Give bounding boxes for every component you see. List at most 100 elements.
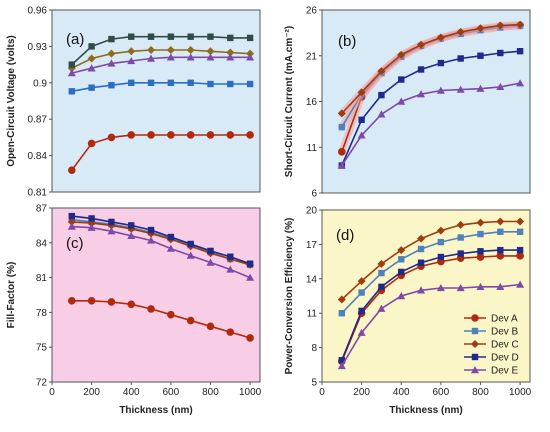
data-point-dev-e (496, 82, 505, 91)
data-point-dev-d (207, 247, 214, 255)
x-tick-label: 0 (49, 387, 55, 398)
data-point-dev-d (246, 34, 254, 42)
data-point-dev-c (67, 217, 76, 226)
data-point-dev-b (417, 245, 425, 253)
x-tick-label: 400 (393, 387, 410, 398)
data-point-dev-c (397, 246, 406, 255)
data-point-dev-b (477, 230, 484, 238)
data-point-dev-c (206, 47, 215, 56)
data-point-dev-d (187, 33, 194, 40)
panel-label: (d) (336, 227, 354, 244)
series-dev-e (67, 53, 255, 77)
data-point-dev-c (107, 49, 116, 58)
series-line (71, 215, 251, 265)
data-point-dev-c (417, 234, 426, 243)
data-point-dev-e (417, 90, 426, 98)
data-point-dev-b (207, 80, 214, 88)
y-axis-label: Power-Conversion Efficiency (%) (284, 218, 295, 375)
x-tick-label: 200 (83, 387, 100, 398)
x-tick-label: 1000 (239, 387, 262, 398)
y-tick-label: 0.9 (33, 78, 47, 89)
data-point-dev-b (437, 238, 445, 246)
legend-entry-dev-a: Dev A (491, 314, 518, 325)
legend-entry-dev-b: Dev B (491, 327, 519, 338)
data-point-dev-e (107, 227, 116, 235)
data-point-dev-c (166, 46, 175, 55)
data-point-dev-e (471, 366, 479, 374)
y-tick-label: 6 (311, 189, 317, 200)
series-line (341, 220, 521, 300)
data-point-dev-c (377, 259, 386, 268)
data-point-dev-d (227, 34, 234, 42)
data-point-dev-c (496, 217, 505, 226)
series-dev-e (337, 280, 525, 370)
data-point-dev-e (357, 328, 366, 336)
data-point-dev-a (107, 298, 116, 306)
series-line (71, 221, 251, 266)
data-point-dev-b (497, 228, 504, 235)
data-point-dev-a (87, 297, 96, 305)
series-dev-c (67, 46, 255, 73)
y-tick-label: 11 (307, 309, 318, 320)
series-dev-c (337, 217, 525, 304)
x-tick-label: 600 (163, 387, 180, 398)
data-point-dev-d (108, 35, 115, 43)
legend: Dev A Dev B Dev C Dev D Dev E (464, 314, 519, 377)
data-point-dev-b (378, 269, 385, 277)
data-point-dev-c (476, 218, 485, 227)
series-line (341, 50, 521, 166)
data-point-dev-a (167, 310, 175, 319)
data-point-dev-e (516, 280, 525, 288)
series-dev-e (337, 79, 525, 169)
data-point-dev-b (338, 123, 346, 131)
data-point-dev-d (398, 76, 405, 83)
data-point-dev-e (377, 304, 386, 312)
panel-label: (b) (338, 33, 356, 50)
data-point-dev-d (108, 218, 115, 226)
data-point-dev-e (456, 85, 465, 93)
y-tick-label: 8 (311, 343, 317, 354)
y-tick-label: 20 (306, 206, 318, 217)
data-point-dev-e (206, 258, 215, 266)
data-point-dev-d (457, 55, 464, 62)
series-line (71, 134, 251, 171)
data-point-dev-e (436, 86, 445, 94)
data-point-dev-e (337, 361, 346, 370)
data-point-dev-e (67, 222, 76, 230)
y-tick-label: 17 (306, 240, 318, 251)
data-point-dev-e (107, 59, 116, 67)
data-point-dev-b (167, 79, 175, 86)
data-point-dev-c (456, 27, 465, 36)
data-point-dev-c (436, 226, 445, 235)
data-point-dev-e (337, 161, 346, 169)
data-point-dev-e (516, 79, 525, 87)
data-point-dev-a (246, 334, 254, 342)
data-point-dev-d (417, 259, 425, 266)
data-point-dev-b (398, 256, 405, 263)
data-point-dev-c (226, 48, 235, 57)
data-point-dev-b (68, 88, 76, 95)
data-point-dev-e (377, 110, 386, 118)
y-axis-label: Fill-Factor (%) (6, 262, 17, 329)
data-point-dev-a (338, 148, 346, 156)
data-point-dev-d (207, 33, 214, 40)
panel-label: (a) (66, 31, 84, 48)
data-point-dev-e (226, 53, 235, 61)
x-tick-label: 1000 (509, 387, 532, 398)
data-point-dev-e (476, 84, 485, 92)
data-point-dev-c (127, 47, 136, 56)
data-point-dev-d (378, 283, 385, 291)
y-tick-label: 0.93 (28, 42, 48, 53)
data-point-dev-a (68, 166, 76, 174)
data-point-dev-c (87, 54, 96, 63)
data-point-dev-d (497, 49, 504, 57)
data-point-dev-e (397, 97, 406, 105)
data-point-dev-d (516, 47, 524, 55)
x-axis-label: Thickness (nm) (119, 405, 192, 416)
data-point-dev-d (68, 212, 76, 220)
y-tick-label: 0.87 (28, 115, 48, 126)
series-line (71, 49, 251, 69)
series-dev-a (68, 297, 254, 342)
